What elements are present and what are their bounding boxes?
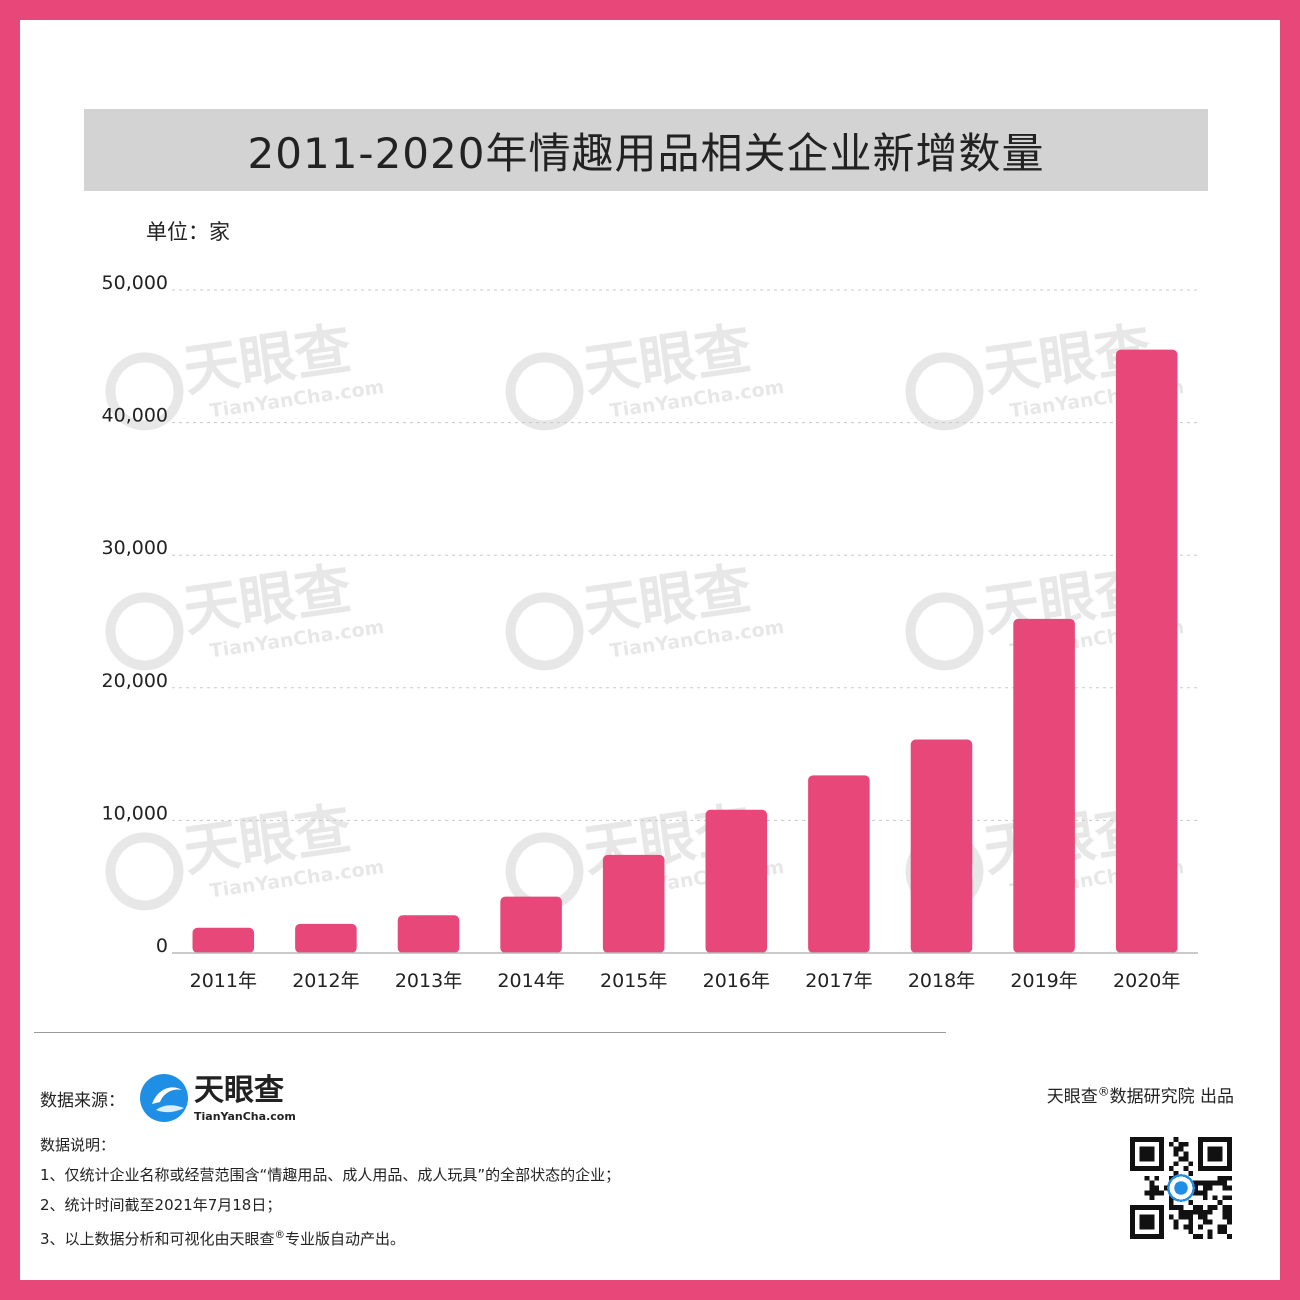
publisher-suffix: 数据研究院 出品 — [1109, 1087, 1234, 1107]
note-1: 1、仅统计企业名称或经营范围含“情趣用品、成人用品、成人玩具”的全部状态的企业； — [40, 1166, 621, 1184]
x-tick-label: 2019年 — [1010, 970, 1077, 992]
x-tick-label: 2014年 — [497, 970, 564, 992]
watermark-logo-icon — [105, 832, 184, 911]
note-3-mark: ® — [274, 1229, 286, 1241]
y-tick-label: 50,000 — [102, 272, 168, 294]
tianyancha-logo: 天眼查 TianYanCha.com — [140, 1073, 296, 1123]
y-tick-label: 40,000 — [102, 405, 168, 427]
watermark-logo-icon — [505, 352, 584, 431]
x-tick-label: 2012年 — [292, 970, 359, 992]
watermark-logo-icon — [105, 592, 184, 671]
bar — [808, 775, 870, 953]
bar-layer — [192, 349, 1178, 953]
logo-brand-text: 天眼查 — [194, 1073, 284, 1108]
notes-title: 数据说明： — [40, 1136, 116, 1154]
publisher-prefix: 天眼查 — [1046, 1087, 1098, 1107]
logo-circle-icon — [140, 1074, 188, 1122]
source-label: 数据来源： — [40, 1091, 125, 1111]
watermark-logo-icon — [505, 592, 584, 671]
chart-title: 2011-2020年情趣用品相关企业新增数量 — [247, 128, 1045, 178]
data-notes: 数据说明： 1、仅统计企业名称或经营范围含“情趣用品、成人用品、成人玩具”的全部… — [40, 1130, 620, 1254]
qr-code-icon — [1130, 1137, 1232, 1239]
bar — [500, 896, 562, 953]
registered-mark: ® — [1097, 1084, 1110, 1099]
y-tick-label: 10,000 — [102, 802, 168, 824]
bar — [192, 927, 255, 953]
note-3: 3、以上数据分析和可视化由天眼查®专业版自动产出。 — [40, 1220, 620, 1254]
unit-label: 单位：家 — [146, 220, 230, 244]
note-2: 2、统计时间截至2021年7月18日； — [40, 1196, 282, 1214]
watermark-logo-icon — [905, 352, 984, 431]
note-3-prefix: 3、以上数据分析和可视化由天眼查 — [40, 1230, 275, 1248]
bar — [1115, 349, 1178, 953]
publisher: 天眼查®数据研究院 出品 — [1047, 1082, 1234, 1107]
x-tick-label: 2018年 — [908, 970, 975, 992]
x-tick-label: 2011年 — [190, 970, 257, 992]
bar — [602, 854, 665, 953]
watermark-logo-icon — [105, 352, 184, 431]
bar — [1013, 618, 1075, 953]
axis-layer: 0 10,000 20,000 30,000 40,000 50,000 2011年 2012… — [102, 272, 1198, 992]
x-tick-label: 2015年 — [600, 970, 667, 992]
logo-domain-text: TianYanCha.com — [194, 1110, 296, 1123]
x-tick-label: 2013年 — [395, 970, 462, 992]
bar — [295, 923, 357, 953]
y-tick-label: 20,000 — [102, 670, 168, 692]
y-tick-label: 0 — [156, 935, 168, 957]
note-3-suffix: 专业版自动产出。 — [285, 1230, 406, 1248]
x-tick-label: 2020年 — [1113, 970, 1180, 992]
bar — [705, 809, 768, 953]
bar — [910, 739, 973, 953]
footer-divider — [34, 1032, 946, 1033]
y-tick-label: 30,000 — [102, 537, 168, 559]
x-tick-label: 2016年 — [703, 970, 770, 992]
logo-swoosh-icon — [152, 1087, 182, 1104]
x-tick-label: 2017年 — [805, 970, 872, 992]
title-bar: 2011-2020年情趣用品相关企业新增数量 — [84, 109, 1208, 191]
logo-swoosh2-icon — [156, 1105, 184, 1113]
bar — [397, 915, 460, 953]
watermark-logo-icon — [905, 592, 984, 671]
